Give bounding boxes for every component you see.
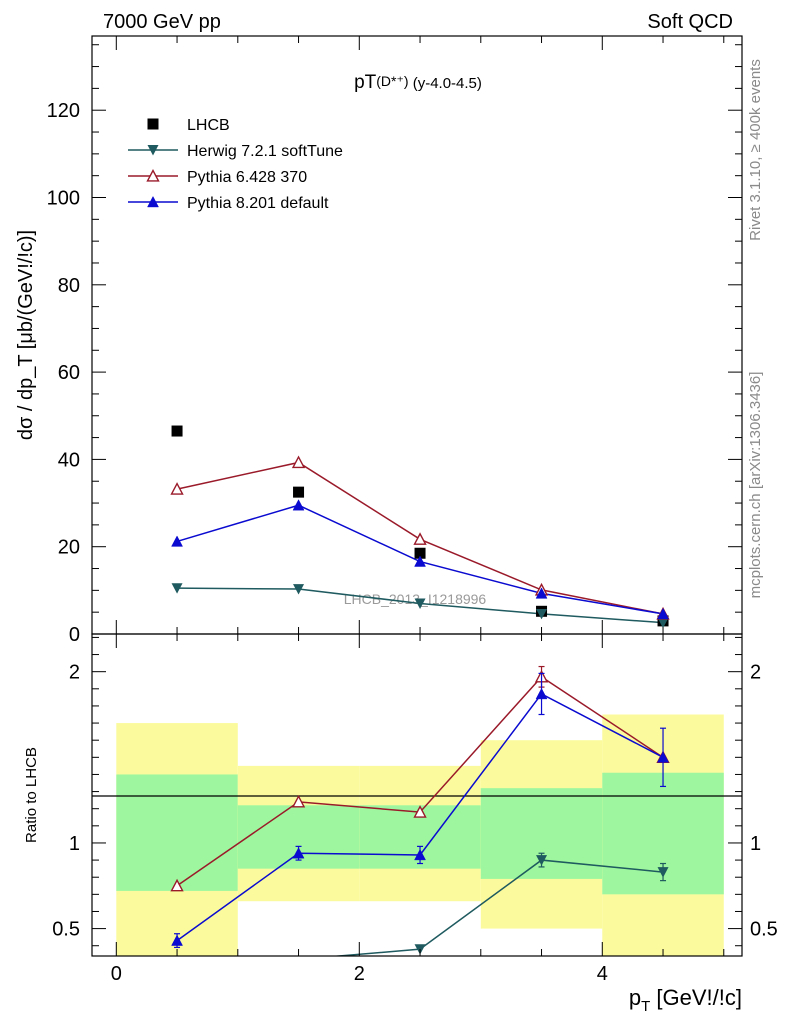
ratio-band-green: [116, 774, 238, 891]
ratio-point: [413, 805, 427, 818]
main-point: [657, 607, 669, 620]
main-y-tick-label: 0: [69, 624, 80, 646]
mcplots-label: mcplots.cern.ch [arXiv:1306.3436]: [747, 372, 764, 599]
main-y-tick-label: 120: [47, 100, 80, 122]
main-title: pT(D*⁺) (y-4.0-4.5): [354, 72, 482, 93]
main-point: [171, 535, 183, 547]
x-tick-label: 2: [354, 963, 365, 985]
main-point: [657, 617, 669, 629]
main-point: [414, 598, 426, 609]
main-y-tick-label: 40: [58, 449, 80, 471]
energy-label: 7000 GeV pp: [103, 11, 221, 33]
main-y-tick-label: 80: [58, 275, 80, 297]
main-y-tick-label: 60: [58, 362, 80, 384]
ratio-panel: 0.5 0.5 1 1 2 2 0 2 4 Ratio to LHCB pT [GeV!/!c]: [23, 633, 778, 1015]
main-point: [535, 587, 548, 599]
ratio-axes: 0.5 0.5 1 1 2 2 0 2 4: [52, 634, 778, 985]
main-point: [414, 555, 426, 567]
x-tick-label: 0: [111, 963, 122, 985]
legend: LHCB Herwig 7.2.1 softTune Pythia 6.428 37…: [128, 117, 343, 212]
legend-label: LHCB: [187, 117, 230, 134]
main-point: [171, 583, 183, 594]
main-y-tick-label: 100: [47, 188, 80, 210]
main-series: [170, 425, 670, 629]
ratio-bands: [116, 714, 724, 956]
main-point: [536, 608, 548, 620]
ratio-point: [170, 878, 184, 892]
legend-label: Pythia 6.428 370: [187, 169, 307, 186]
main-point: [293, 486, 305, 498]
ratio-y-tick-label-right: 2: [750, 662, 761, 684]
ratio-point: [291, 794, 306, 808]
ratio-ylabel: Ratio to LHCB: [23, 747, 40, 843]
ratio-y-tick-label: 2: [69, 662, 80, 684]
legend-marker: [147, 145, 159, 156]
ratio-point: [171, 934, 183, 946]
legend-label: Herwig 7.2.1 softTune: [187, 143, 343, 160]
main-ylabel: dσ / dp_T [μb/(GeV!/!c)]: [15, 230, 37, 440]
ratio-y-tick-label: 1: [69, 833, 80, 855]
main-point: [171, 425, 183, 437]
x-tick-label: 4: [597, 963, 608, 985]
main-axes: 0 20 40 60 80 100 120: [47, 36, 742, 646]
legend-marker: [146, 168, 160, 182]
ratio-series-group: [170, 665, 670, 956]
ratio-point: [657, 751, 669, 763]
main-panel: pT(D*⁺) (y-4.0-4.5) LHCB_2013_I1218996 0…: [15, 35, 743, 646]
ratio-y-tick-label-right: 0.5: [750, 919, 778, 941]
legend-label: Pythia 8.201 default: [187, 195, 329, 212]
main-point: [292, 499, 305, 511]
legend-marker: [147, 195, 159, 208]
main-y-tick-label: 20: [58, 537, 80, 559]
ratio-series: [170, 665, 670, 956]
ratio-point: [536, 855, 548, 866]
ratio-y-tick-label-right: 1: [750, 833, 761, 855]
main-point: [293, 584, 305, 595]
ratio-frame: [91, 633, 743, 957]
main-point: [413, 532, 427, 545]
ratio-point: [657, 867, 669, 878]
ratio-y-tick-label: 0.5: [52, 919, 80, 941]
x-axis-label: pT [GeV!/!c]: [629, 985, 742, 1015]
rivet-label: Rivet 3.1.10, ≥ 400k events: [747, 59, 764, 241]
legend-marker: [147, 118, 159, 130]
ratio-point: [535, 687, 548, 700]
ratio-point: [292, 847, 305, 859]
main-point: [291, 455, 306, 469]
main-point: [414, 547, 426, 559]
main-point: [170, 482, 184, 495]
process-label: Soft QCD: [647, 11, 733, 33]
ratio-point: [414, 848, 426, 861]
